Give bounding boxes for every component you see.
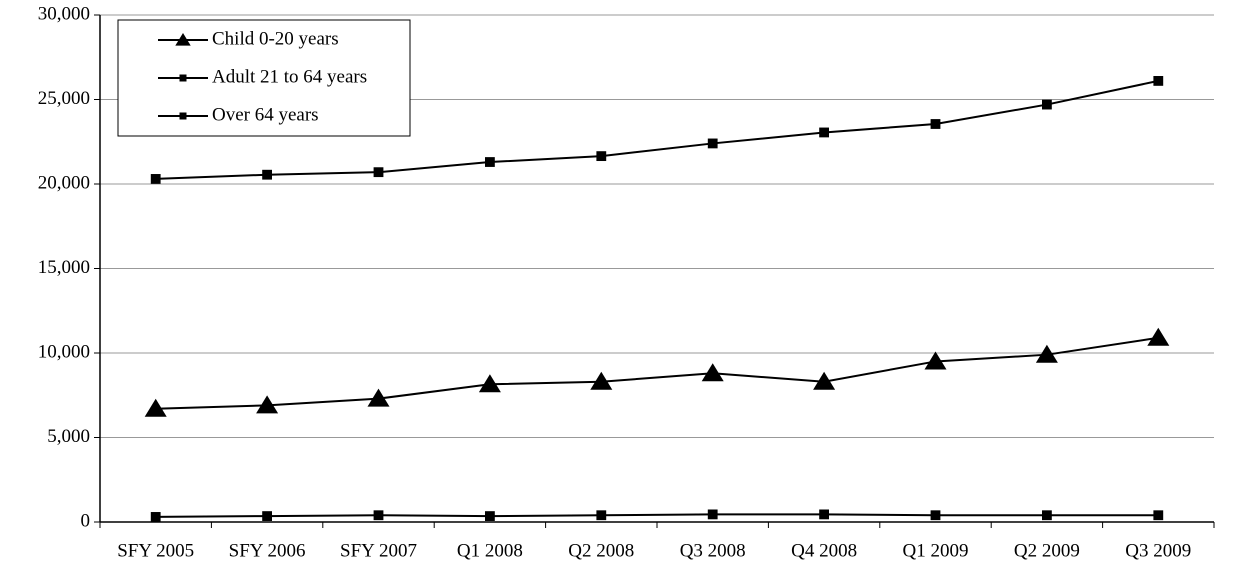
marker <box>707 509 718 520</box>
marker <box>1153 510 1164 521</box>
y-tick-label: 5,000 <box>47 426 90 447</box>
marker <box>813 371 836 390</box>
x-tick-label: Q1 2008 <box>457 540 523 561</box>
marker <box>179 112 187 120</box>
y-tick-label: 30,000 <box>38 3 90 24</box>
marker <box>373 167 384 178</box>
x-tick-label: Q3 2009 <box>1125 540 1191 561</box>
marker <box>707 138 718 149</box>
marker <box>1042 99 1052 110</box>
marker <box>175 33 191 46</box>
marker <box>701 363 724 382</box>
x-tick-label: Q2 2009 <box>1014 540 1080 561</box>
x-tick-label: Q2 2008 <box>568 540 634 561</box>
marker <box>1153 76 1164 86</box>
x-tick-label: SFY 2007 <box>340 540 417 561</box>
x-tick-label: SFY 2006 <box>229 540 306 561</box>
marker <box>367 388 390 407</box>
marker <box>1042 510 1052 521</box>
marker <box>924 351 947 370</box>
marker <box>150 174 161 184</box>
y-tick-label: 0 <box>81 510 91 531</box>
marker <box>930 119 941 129</box>
x-tick-label: Q4 2008 <box>791 540 857 561</box>
x-tick-label: Q1 2009 <box>903 540 969 561</box>
marker <box>373 510 384 521</box>
marker <box>485 157 495 167</box>
marker <box>262 169 272 180</box>
legend-label: Adult 21 to 64 years <box>212 66 367 87</box>
marker <box>819 127 829 138</box>
marker <box>144 398 167 417</box>
marker <box>590 371 613 390</box>
y-tick-label: 15,000 <box>38 257 90 278</box>
marker <box>485 511 495 521</box>
marker <box>179 74 187 82</box>
marker <box>262 511 272 521</box>
marker <box>478 374 501 393</box>
marker <box>1035 344 1058 363</box>
x-tick-label: Q3 2008 <box>680 540 746 561</box>
series-line <box>155 513 1159 518</box>
y-tick-label: 25,000 <box>38 88 90 109</box>
y-tick-label: 10,000 <box>38 341 90 362</box>
marker <box>596 510 607 521</box>
series-line <box>155 336 1159 410</box>
marker <box>1147 327 1170 346</box>
marker <box>256 395 279 414</box>
y-tick-label: 20,000 <box>38 172 90 193</box>
marker <box>150 512 161 522</box>
marker <box>596 151 607 162</box>
x-tick-label: SFY 2005 <box>117 540 194 561</box>
legend-label: Over 64 years <box>212 104 319 125</box>
marker <box>930 510 941 521</box>
series-line <box>155 79 1159 180</box>
legend-label: Child 0-20 years <box>212 28 339 49</box>
marker <box>819 509 829 520</box>
